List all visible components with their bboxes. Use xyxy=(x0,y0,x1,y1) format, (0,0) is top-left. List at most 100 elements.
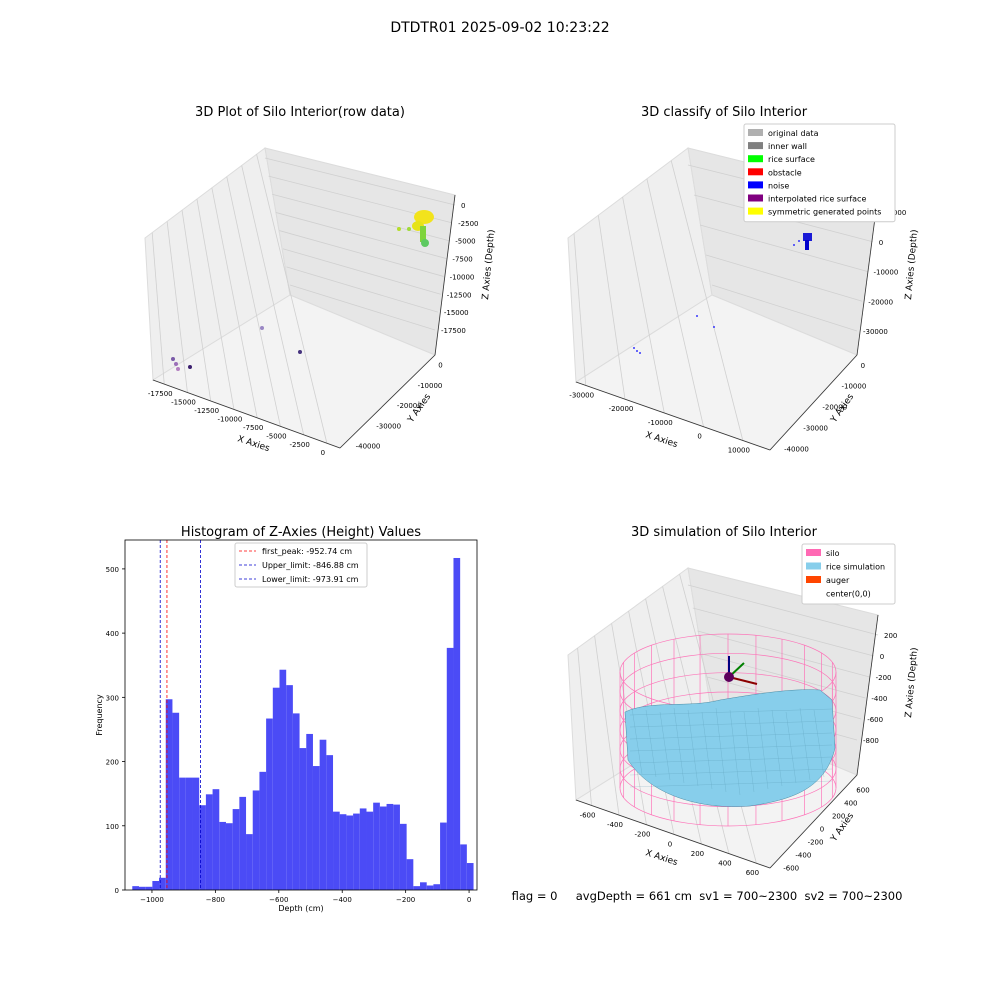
classify-plot-title: 3D classify of Silo Interior xyxy=(641,105,808,120)
histogram-bar xyxy=(145,886,153,890)
histogram-bar xyxy=(433,884,441,890)
z-tick-label: -10000 xyxy=(874,269,899,277)
classify-x-axis xyxy=(575,381,771,451)
raw-z-axis xyxy=(434,194,456,356)
mesh-line xyxy=(629,732,833,740)
gridline xyxy=(256,154,328,444)
gridline xyxy=(226,176,281,427)
subplot-simulation-3d: 3D simulation of Silo Interior -600-400-… xyxy=(567,525,920,877)
legend-label: auger xyxy=(826,576,850,585)
mesh-line xyxy=(715,707,727,793)
legend-frame xyxy=(234,542,368,588)
x-tick-label: −600 xyxy=(269,896,288,904)
y-tick-label: -40000 xyxy=(784,445,809,453)
x-tick-label: 600 xyxy=(746,869,759,877)
x-tick-label: -5000 xyxy=(266,432,286,440)
gridline xyxy=(594,635,620,816)
classify-y-axis xyxy=(769,354,858,451)
x-tick-label: -17500 xyxy=(148,390,173,398)
histogram-bar xyxy=(192,777,200,890)
sim-x-label: X Axies xyxy=(644,848,679,868)
raw-point xyxy=(171,357,175,361)
legend-label: silo xyxy=(826,549,840,558)
raw-x-axis xyxy=(152,379,341,449)
legend-swatch xyxy=(748,142,763,150)
y-tick-label: 600 xyxy=(856,786,869,794)
mesh-line xyxy=(629,756,833,764)
legend-swatch xyxy=(806,576,821,583)
legend-swatch xyxy=(806,562,821,570)
legend-swatch xyxy=(748,181,763,189)
histogram-bar xyxy=(319,739,327,890)
raw-points xyxy=(171,210,434,371)
histogram-bar xyxy=(212,789,220,890)
y-tick-label: 0 xyxy=(820,825,824,833)
histogram-bar xyxy=(333,811,340,890)
x-tick-label: -2500 xyxy=(289,441,309,449)
z-tick-label: -400 xyxy=(871,695,887,703)
histogram-bar xyxy=(266,718,273,890)
mesh-line xyxy=(629,768,833,776)
x-tick-label: −1000 xyxy=(140,896,164,904)
y-tick-label: 400 xyxy=(106,630,119,638)
legend-label: original data xyxy=(768,129,819,138)
histogram-bar xyxy=(353,813,360,890)
raw-point xyxy=(298,350,302,354)
legend-swatch xyxy=(748,194,763,202)
gridline xyxy=(573,233,587,386)
y-tick-label: 200 xyxy=(106,759,119,767)
legend-label: obstacle xyxy=(768,168,802,177)
histogram-bar xyxy=(252,790,260,890)
sim-z-label: Z Axies (Depth) xyxy=(904,647,920,718)
gridline xyxy=(687,584,879,636)
legend-label: rice surface xyxy=(768,155,815,164)
x-tick-label: −800 xyxy=(206,896,225,904)
histogram-bar xyxy=(172,712,180,890)
x-tick-label: -20000 xyxy=(609,405,634,413)
histogram-bar xyxy=(399,823,407,890)
histogram-bar xyxy=(426,885,434,890)
z-tick-label: -7500 xyxy=(452,256,472,264)
noise-point xyxy=(713,326,715,328)
x-tick-label: -7500 xyxy=(243,424,263,432)
raw-cluster-yellow xyxy=(414,210,434,224)
raw-z-ticks: 0 -2500 -5000 -7500 -10000 -12500 -15000 -17500 xyxy=(441,202,478,335)
noise-point xyxy=(639,352,641,354)
y-tick-label: -30000 xyxy=(376,422,401,430)
histogram-bar xyxy=(386,803,394,890)
histogram-bar xyxy=(185,777,193,890)
histogram-bar xyxy=(205,794,213,890)
classify-x-label: X Axies xyxy=(644,430,679,450)
y-tick-label: 0 xyxy=(115,887,119,895)
subplot-histogram: Histogram of Z-Axies (Height) Values −10… xyxy=(95,525,478,913)
x-tick-label: -600 xyxy=(580,811,596,819)
legend-label: inner wall xyxy=(768,142,807,151)
gridline xyxy=(275,212,447,259)
histogram-bar xyxy=(152,881,160,890)
raw-cluster-stem xyxy=(420,226,426,242)
raw-y-ticks: 0 -10000 -20000 -30000 -40000 xyxy=(356,362,443,451)
z-tick-label: -200 xyxy=(876,674,892,682)
legend-swatch xyxy=(806,549,821,556)
y-tick-label: -40000 xyxy=(356,443,381,451)
y-tick-label: 0 xyxy=(861,362,865,370)
histogram-bar xyxy=(466,863,474,890)
x-tick-label: -12500 xyxy=(194,407,219,415)
simulation-y-ticks: 600 400 200 0 -200 -400 -600 xyxy=(783,786,869,872)
raw-point xyxy=(397,227,401,231)
x-tick-label: -10000 xyxy=(218,415,243,423)
y-tick-label: -20000 xyxy=(822,404,847,412)
y-tick-label: -400 xyxy=(795,851,811,859)
figure-title: DTDTR01 2025-09-02 10:23:22 xyxy=(390,20,609,36)
mesh-line xyxy=(785,711,797,784)
mesh-line xyxy=(629,708,833,716)
raw-y-axis xyxy=(339,354,436,449)
x-tick-label: 0 xyxy=(697,433,701,441)
x-tick-label: -400 xyxy=(607,821,623,829)
gridline xyxy=(622,196,665,414)
legend-frame xyxy=(801,543,896,605)
x-tick-label: 200 xyxy=(691,850,704,858)
mesh-line xyxy=(631,707,643,775)
histogram-bar xyxy=(292,713,300,890)
histogram-bar xyxy=(326,755,334,890)
